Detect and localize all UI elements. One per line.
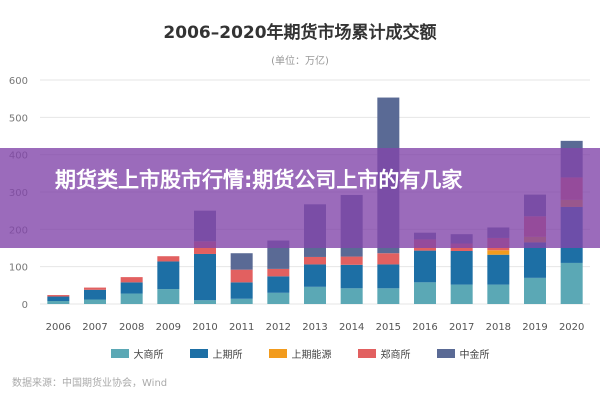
bar-segment [304, 286, 326, 304]
bar-segment [157, 256, 180, 262]
legend-item: 中金所 [436, 346, 490, 361]
bar-segment [377, 288, 400, 304]
bar-segment [230, 298, 253, 304]
bar-segment [267, 292, 290, 304]
bar-segment [267, 276, 290, 293]
bar-segment [120, 293, 143, 304]
legend-swatch [357, 349, 376, 358]
legend-label: 中金所 [459, 350, 490, 361]
legend-swatch [110, 349, 129, 358]
bar-segment [414, 282, 436, 304]
bar-segment [487, 250, 510, 255]
source-note: 数据来源：中国期货业协会，Wind [12, 378, 168, 389]
bar-segment [194, 300, 216, 304]
x-tick-label: 2018 [486, 322, 511, 333]
y-tick-label: 600 [9, 76, 28, 87]
y-tick-label: 100 [9, 263, 28, 274]
legend-label: 上期能源 [291, 350, 332, 361]
bar-segment [157, 261, 180, 290]
bar-segment [194, 253, 216, 301]
bar-segment [377, 253, 400, 265]
legend: 大商所 上期所 上期能源 郑商所 中金所 [0, 346, 600, 361]
legend-swatch [189, 349, 208, 358]
bar-segment [340, 288, 363, 304]
legend-item: 上期能源 [268, 346, 332, 361]
bar-segment [157, 289, 180, 304]
bar-segment [230, 269, 253, 283]
x-tick-label: 2010 [192, 322, 217, 333]
x-tick-label: 2009 [156, 322, 181, 333]
x-tick-label: 2012 [266, 322, 291, 333]
bar-segment [84, 299, 106, 304]
legend-label: 郑商所 [380, 350, 411, 361]
bar-segment [524, 242, 546, 278]
bar-segment [47, 296, 70, 302]
legend-swatch [268, 349, 287, 358]
bar-segment [304, 256, 326, 265]
bar-segment [47, 301, 70, 304]
bar-segment [84, 287, 106, 290]
bar-segment [524, 277, 546, 304]
bar-segment [487, 284, 510, 304]
bar-segment [340, 256, 363, 265]
bar-segment [487, 254, 510, 285]
bar-segment [450, 284, 473, 304]
bar-segment [267, 268, 290, 277]
banner-text: 期货类上市股市行情:期货公司上市的有几家 [55, 168, 463, 192]
legend-label: 上期所 [212, 350, 243, 361]
chart-subtitle: (单位：万亿) [271, 56, 329, 67]
chart-title: 2006–2020年期货市场累计成交额 [163, 23, 437, 43]
legend-swatch [436, 349, 455, 358]
bar-segment [560, 262, 583, 304]
bar-segment [230, 282, 253, 299]
bar-segment [450, 250, 473, 285]
x-tick-label: 2016 [412, 322, 437, 333]
x-tick-label: 2011 [229, 322, 254, 333]
bar-segment [414, 250, 436, 283]
overlay-banner: 期货类上市股市行情:期货公司上市的有几家 [0, 148, 600, 248]
bar-segment [377, 264, 400, 289]
x-tick-label: 2020 [559, 322, 584, 333]
bar-segment [304, 264, 326, 287]
x-tick-label: 2015 [376, 322, 401, 333]
bar-segment [230, 253, 253, 270]
legend-item: 大商所 [110, 346, 164, 361]
x-tick-label: 2019 [522, 322, 547, 333]
y-tick-label: 0 [22, 300, 28, 311]
bar-segment [340, 264, 363, 289]
legend-label: 大商所 [133, 350, 164, 361]
x-tick-label: 2017 [449, 322, 474, 333]
bar-segment [47, 295, 70, 297]
x-tick-label: 2008 [119, 322, 144, 333]
y-tick-label: 500 [9, 113, 28, 124]
bar-segment [120, 277, 143, 283]
x-tick-label: 2014 [339, 322, 364, 333]
x-tick-label: 2013 [302, 322, 327, 333]
bar-segment [120, 282, 143, 294]
legend-item: 郑商所 [357, 346, 411, 361]
x-tick-label: 2007 [82, 322, 107, 333]
legend-item: 上期所 [189, 346, 243, 361]
bar-segment [84, 289, 106, 300]
x-tick-label: 2006 [46, 322, 71, 333]
